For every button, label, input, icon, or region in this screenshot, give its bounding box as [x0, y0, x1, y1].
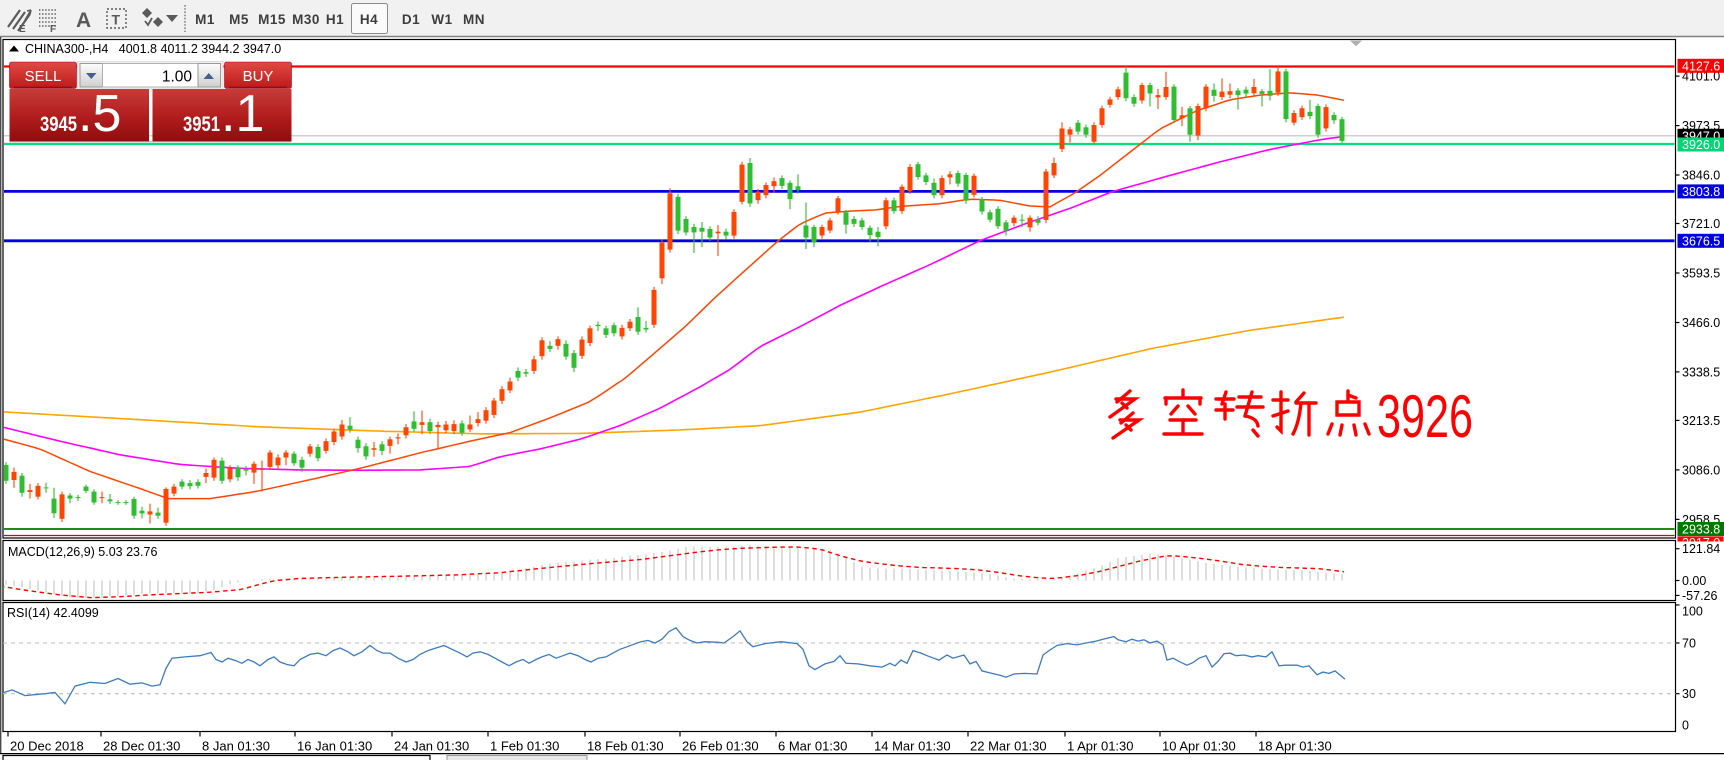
svg-text:M15: M15 — [258, 12, 286, 27]
svg-text:D1: D1 — [402, 12, 420, 27]
svg-text:26 Feb 01:30: 26 Feb 01:30 — [682, 739, 759, 754]
svg-text:.1: .1 — [221, 85, 264, 143]
svg-text:14 Mar 01:30: 14 Mar 01:30 — [874, 739, 951, 754]
svg-text:3945: 3945 — [40, 113, 77, 136]
svg-text:0.00: 0.00 — [1682, 574, 1706, 588]
svg-text:8 Jan 01:30: 8 Jan 01:30 — [202, 739, 270, 754]
svg-text:0: 0 — [1682, 719, 1689, 733]
svg-text:A: A — [76, 9, 91, 32]
svg-text:2933.8: 2933.8 — [1682, 523, 1720, 537]
svg-text:30: 30 — [1682, 687, 1696, 701]
svg-text:3466.0: 3466.0 — [1682, 316, 1720, 330]
svg-text:M30: M30 — [292, 12, 320, 27]
svg-text:10 Apr 01:30: 10 Apr 01:30 — [1162, 739, 1236, 754]
svg-text:CHINA300-,H4 4001.8 4011.2 3: CHINA300-,H4 4001.8 4011.2 3944.2 3947.0 — [25, 42, 281, 56]
svg-text:M5: M5 — [229, 12, 249, 27]
svg-text:22 Mar 01:30: 22 Mar 01:30 — [970, 739, 1047, 754]
svg-text:3926: 3926 — [1377, 384, 1473, 451]
svg-text:H1: H1 — [326, 12, 344, 27]
svg-text:3676.5: 3676.5 — [1682, 234, 1720, 248]
svg-text:-57.26: -57.26 — [1682, 589, 1717, 603]
svg-text:100: 100 — [1682, 605, 1703, 619]
svg-text:4101.0: 4101.0 — [1682, 70, 1720, 84]
svg-text:3338.5: 3338.5 — [1682, 365, 1720, 379]
svg-text:121.84: 121.84 — [1682, 542, 1720, 556]
svg-text:H4: H4 — [360, 12, 378, 27]
svg-text:3213.5: 3213.5 — [1682, 414, 1720, 428]
svg-text:W1: W1 — [431, 12, 452, 27]
svg-text:1.00: 1.00 — [162, 69, 193, 86]
svg-text:MN: MN — [463, 12, 485, 27]
svg-text:1 Feb 01:30: 1 Feb 01:30 — [490, 739, 559, 754]
svg-text:E: E — [19, 24, 26, 35]
svg-text:18 Feb 01:30: 18 Feb 01:30 — [587, 739, 664, 754]
svg-text:70: 70 — [1682, 637, 1696, 651]
svg-text:SELL: SELL — [25, 68, 62, 85]
svg-text:MACD(12,26,9) 5.03 23.76: MACD(12,26,9) 5.03 23.76 — [8, 545, 157, 559]
svg-text:3086.0: 3086.0 — [1682, 463, 1720, 477]
svg-text:M1: M1 — [195, 12, 215, 27]
svg-text:6 Mar 01:30: 6 Mar 01:30 — [778, 739, 847, 754]
svg-text:1 Apr 01:30: 1 Apr 01:30 — [1067, 739, 1134, 754]
svg-text:F: F — [50, 24, 56, 35]
svg-text:3846.0: 3846.0 — [1682, 169, 1720, 183]
svg-text:3593.5: 3593.5 — [1682, 267, 1720, 281]
svg-text:T: T — [112, 12, 121, 28]
svg-text:28 Dec 01:30: 28 Dec 01:30 — [103, 739, 180, 754]
svg-text:3951: 3951 — [183, 113, 220, 136]
svg-text:3721.0: 3721.0 — [1682, 217, 1720, 231]
svg-text:4127.6: 4127.6 — [1682, 59, 1720, 73]
svg-text:20 Dec 2018: 20 Dec 2018 — [10, 739, 84, 754]
svg-text:24 Jan 01:30: 24 Jan 01:30 — [394, 739, 469, 754]
svg-text:.5: .5 — [78, 85, 121, 143]
svg-text:3803.8: 3803.8 — [1682, 185, 1720, 199]
svg-text:16 Jan 01:30: 16 Jan 01:30 — [297, 739, 372, 754]
svg-text:2917.0: 2917.0 — [1682, 536, 1720, 550]
svg-text:RSI(14) 42.4099: RSI(14) 42.4099 — [7, 606, 99, 620]
svg-text:3926.0: 3926.0 — [1682, 138, 1720, 152]
svg-text:18 Apr 01:30: 18 Apr 01:30 — [1258, 739, 1332, 754]
svg-text:BUY: BUY — [243, 68, 274, 85]
